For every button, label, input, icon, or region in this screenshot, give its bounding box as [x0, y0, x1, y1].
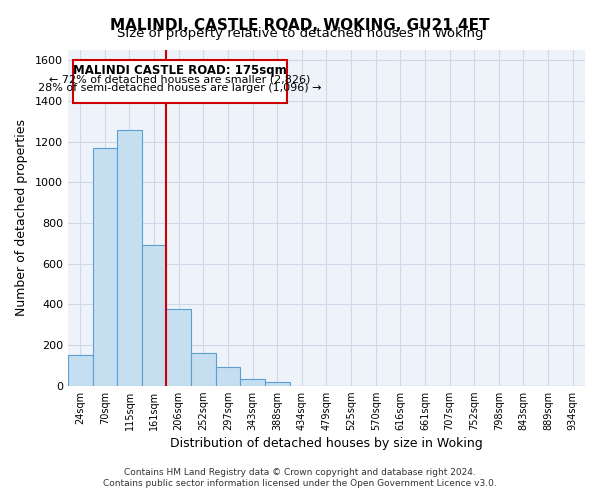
Text: 28% of semi-detached houses are larger (1,096) →: 28% of semi-detached houses are larger (… [38, 83, 322, 93]
Bar [215, 368, 240, 386]
Bar [240, 378, 265, 386]
X-axis label: Distribution of detached houses by size in Woking: Distribution of detached houses by size … [170, 437, 483, 450]
Bar [68, 355, 92, 386]
Text: ← 72% of detached houses are smaller (2,826): ← 72% of detached houses are smaller (2,… [49, 74, 311, 85]
Text: MALINDI CASTLE ROAD: 175sqm: MALINDI CASTLE ROAD: 175sqm [73, 64, 287, 77]
Text: Size of property relative to detached houses in Woking: Size of property relative to detached ho… [117, 28, 483, 40]
Text: MALINDI, CASTLE ROAD, WOKING, GU21 4ET: MALINDI, CASTLE ROAD, WOKING, GU21 4ET [110, 18, 490, 32]
Bar [265, 382, 290, 386]
Text: Contains HM Land Registry data © Crown copyright and database right 2024.
Contai: Contains HM Land Registry data © Crown c… [103, 468, 497, 487]
FancyBboxPatch shape [73, 60, 287, 103]
Bar [92, 148, 117, 386]
Y-axis label: Number of detached properties: Number of detached properties [15, 120, 28, 316]
Bar [117, 130, 142, 386]
Bar [191, 353, 215, 386]
Bar [142, 246, 166, 386]
Bar [166, 310, 191, 386]
